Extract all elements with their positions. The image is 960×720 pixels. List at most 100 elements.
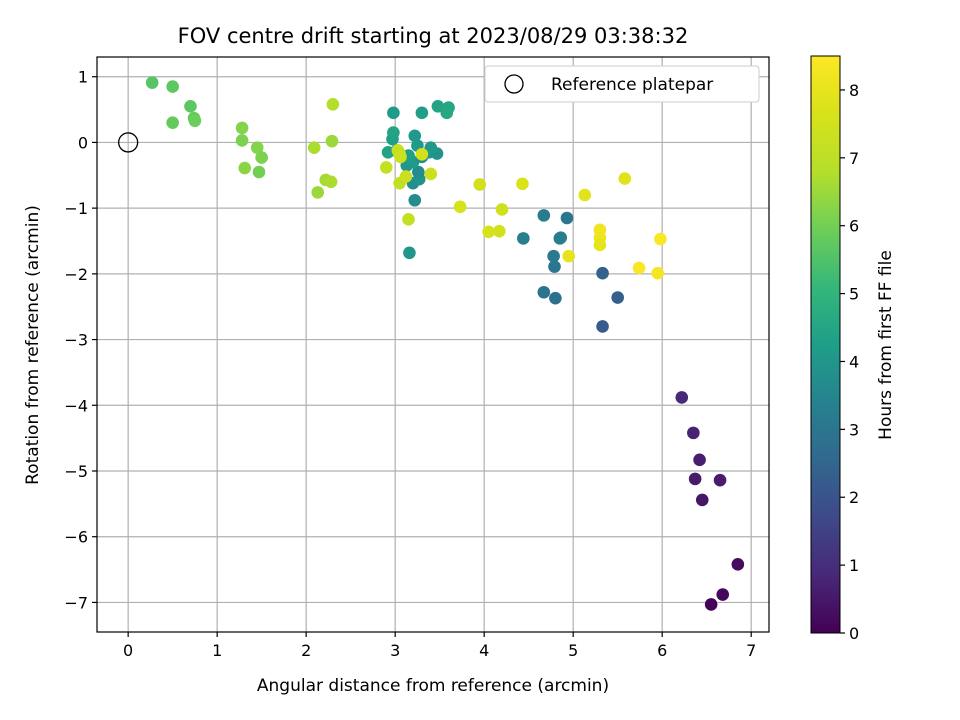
data-point <box>695 493 709 507</box>
data-point <box>482 225 495 239</box>
data-point <box>596 320 609 333</box>
data-point <box>495 203 509 216</box>
colorbar-tick-label: 2 <box>849 488 859 507</box>
data-point <box>324 175 338 189</box>
data-point <box>675 391 689 404</box>
data-point <box>326 98 340 111</box>
x-tick-label: 4 <box>479 641 489 660</box>
y-tick-label: −7 <box>64 593 88 612</box>
data-point <box>578 188 592 202</box>
data-point <box>453 200 467 214</box>
data-point <box>493 224 506 238</box>
legend: Reference platepar <box>484 65 760 103</box>
y-axis-label: Rotation from reference (arcmin) <box>23 205 43 485</box>
data-point <box>632 261 646 275</box>
colorbar-tick-label: 6 <box>849 217 859 236</box>
colorbar-tick-label: 7 <box>849 149 859 168</box>
x-tick-label: 2 <box>301 641 311 660</box>
x-tick-label: 1 <box>212 641 222 660</box>
data-point <box>618 172 632 185</box>
data-point <box>693 453 706 467</box>
colorbar-ticks: 0 1 2 3 4 5 6 7 8 <box>840 81 859 643</box>
x-tick-label: 3 <box>390 641 400 660</box>
data-point <box>399 170 413 183</box>
data-point <box>145 76 159 89</box>
data-point <box>716 588 730 601</box>
data-point <box>431 99 445 113</box>
y-tick-label: 0 <box>78 133 88 152</box>
y-tick-label: −6 <box>64 528 88 547</box>
data-point <box>403 246 416 260</box>
data-point <box>387 126 400 139</box>
data-point <box>188 114 202 128</box>
data-point <box>713 473 727 487</box>
data-point <box>473 178 487 191</box>
data-point <box>562 249 576 263</box>
reference-marker <box>118 132 139 153</box>
colorbar: 0 1 2 3 4 5 6 7 8 Hours from first FF file <box>810 55 896 643</box>
data-point <box>516 177 529 191</box>
y-tick-label: −5 <box>64 462 88 481</box>
data-point <box>537 285 551 299</box>
data-point <box>424 141 438 154</box>
data-point <box>704 598 718 611</box>
data-point <box>235 134 249 147</box>
data-point <box>408 193 422 207</box>
data-point <box>255 151 268 164</box>
data-point <box>235 121 249 135</box>
data-point <box>311 186 325 199</box>
data-point <box>517 232 530 245</box>
data-point <box>415 106 429 120</box>
data-point <box>424 167 438 181</box>
data-point <box>549 291 562 305</box>
data-point <box>687 426 700 440</box>
data-point <box>611 291 624 304</box>
x-tick-label: 7 <box>746 641 756 660</box>
data-point <box>560 211 574 225</box>
data-point <box>596 266 609 280</box>
y-axis-ticks: 1 0 −1 −2 −3 −4 −5 −6 −7 <box>64 68 97 612</box>
data-point <box>379 161 393 174</box>
colorbar-label: Hours from first FF file <box>876 250 896 440</box>
data-point <box>440 106 454 120</box>
colorbar-gradient <box>810 55 841 634</box>
data-point <box>166 116 179 130</box>
legend-reference-label: Reference platepar <box>551 75 713 95</box>
y-tick-label: −2 <box>64 265 88 284</box>
data-point <box>548 260 561 273</box>
data-points <box>145 76 745 611</box>
data-point <box>654 232 667 246</box>
data-point <box>250 141 264 154</box>
data-point <box>415 147 429 161</box>
data-point <box>394 150 407 164</box>
x-axis-label: Angular distance from reference (arcmin) <box>257 676 609 696</box>
data-point <box>387 106 400 120</box>
y-tick-label: −4 <box>64 396 88 415</box>
x-axis-ticks: 0 1 2 3 4 5 6 7 <box>123 632 756 660</box>
data-point <box>554 231 568 245</box>
chart-title: FOV centre drift starting at 2023/08/29 … <box>178 24 689 48</box>
colorbar-tick-label: 0 <box>849 624 859 643</box>
data-point <box>412 165 425 179</box>
data-point <box>688 472 702 486</box>
colorbar-tick-label: 5 <box>849 285 859 304</box>
x-tick-label: 0 <box>123 641 133 660</box>
y-tick-label: −1 <box>64 199 88 218</box>
data-point <box>593 238 607 252</box>
colorbar-tick-label: 1 <box>849 556 859 575</box>
data-point <box>402 213 415 226</box>
data-point <box>547 249 560 263</box>
data-point <box>651 266 665 280</box>
legend-reference-marker <box>504 74 524 94</box>
data-point <box>166 80 179 93</box>
grid <box>97 57 769 632</box>
data-point <box>184 99 197 113</box>
data-point <box>307 141 321 154</box>
data-point <box>252 165 266 179</box>
data-point <box>238 161 252 175</box>
colorbar-tick-label: 4 <box>849 352 859 371</box>
data-point <box>325 134 339 148</box>
colorbar-tick-label: 3 <box>849 420 859 439</box>
y-tick-label: 1 <box>78 68 88 87</box>
